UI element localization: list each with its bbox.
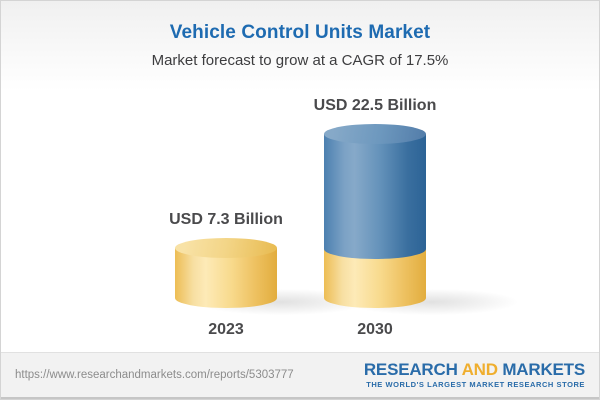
brand-logo: RESEARCH AND MARKETS THE WORLD'S LARGEST… bbox=[364, 361, 585, 389]
bar-2030-growth-segment bbox=[324, 134, 426, 259]
brand-wordmark: RESEARCH AND MARKETS bbox=[364, 361, 585, 378]
bar-2030-cylinder-top bbox=[324, 124, 426, 144]
brand-tagline: THE WORLD'S LARGEST MARKET RESEARCH STOR… bbox=[366, 380, 585, 390]
x-label-2030: 2030 bbox=[357, 321, 393, 338]
bar-2023-cylinder-top bbox=[175, 238, 277, 258]
brand-word-and: AND bbox=[461, 360, 498, 380]
x-label-2023: 2023 bbox=[208, 321, 244, 338]
report-url: https://www.researchandmarkets.com/repor… bbox=[15, 369, 294, 381]
page-title: Vehicle Control Units Market bbox=[169, 22, 431, 43]
header: Vehicle Control Units Market Market fore… bbox=[1, 1, 599, 91]
footer: https://www.researchandmarkets.com/repor… bbox=[1, 352, 599, 399]
bar-2023-cylinder bbox=[175, 248, 277, 308]
page-subtitle: Market forecast to grow at a CAGR of 17.… bbox=[151, 52, 449, 69]
value-label-2030: USD 22.5 Billion bbox=[313, 97, 437, 114]
brand-word-research: RESEARCH bbox=[363, 360, 458, 380]
cylinder-bar-chart bbox=[1, 91, 599, 351]
brand-word-markets: MARKETS bbox=[502, 360, 585, 380]
value-label-2023: USD 7.3 Billion bbox=[169, 211, 283, 228]
